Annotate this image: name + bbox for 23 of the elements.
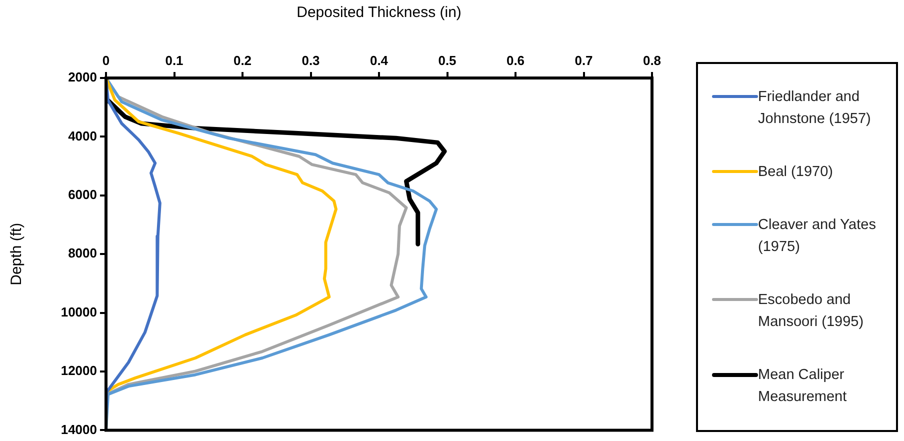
y-tick-label: 8000 bbox=[68, 246, 97, 261]
x-tick-label: 0 bbox=[102, 52, 110, 68]
y-tick-label: 4000 bbox=[68, 128, 97, 144]
y-axis-title: Depth (ft) bbox=[8, 222, 26, 286]
x-tick-label: 0.4 bbox=[370, 52, 389, 68]
legend-label: Friedlander and Johnstone (1957) bbox=[758, 88, 872, 129]
y-tick-label: 12000 bbox=[60, 363, 97, 378]
x-tick-label: 0.2 bbox=[233, 52, 252, 68]
x-tick-label: 0.5 bbox=[438, 52, 456, 68]
x-tick-label: 0.7 bbox=[574, 52, 593, 68]
y-tick-label: 10000 bbox=[60, 304, 97, 320]
y-tick-label: 14000 bbox=[60, 422, 97, 437]
x-tick-label: 0.6 bbox=[506, 52, 525, 68]
x-tick-label: 0.3 bbox=[302, 52, 320, 68]
legend-label: Beal (1970) bbox=[758, 162, 833, 182]
x-tick-label: 0.1 bbox=[165, 52, 184, 68]
y-tick-label: 2000 bbox=[68, 70, 97, 85]
y-tick-label: 6000 bbox=[68, 186, 97, 202]
legend-label: Escobedo and Mansoori (1995) bbox=[758, 291, 865, 332]
legend-label: Mean Caliper Measurement bbox=[758, 366, 848, 408]
x-tick-label: 0.8 bbox=[642, 52, 662, 68]
x-axis-title: Deposited Thickness (in) bbox=[296, 4, 462, 22]
legend-label: Cleaver and Yates (1975) bbox=[758, 216, 877, 257]
